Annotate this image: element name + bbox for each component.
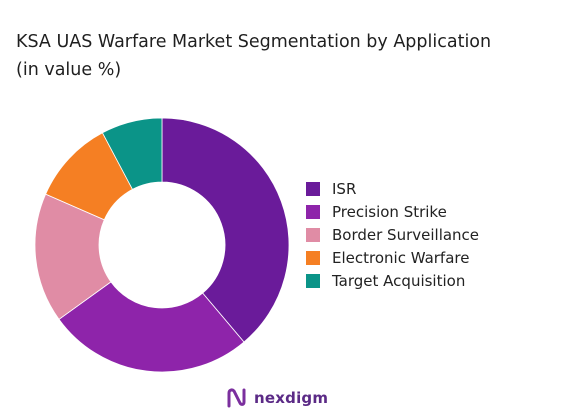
legend-label: ISR xyxy=(332,179,357,198)
legend-swatch xyxy=(306,181,320,196)
legend-label: Precision Strike xyxy=(332,202,447,221)
chart-title-block: KSA UAS Warfare Market Segmentation by A… xyxy=(16,28,566,84)
legend-label: Border Surveillance xyxy=(332,225,480,244)
nexdigm-logo-icon xyxy=(227,388,246,408)
legend-item-target-acquisition: Target Acquisition xyxy=(306,269,479,292)
legend-item-electronic-warfare: Electronic Warfare xyxy=(306,246,479,269)
donut-slice-precision-strike xyxy=(58,281,245,373)
legend-item-border-surveillance: Border Surveillance xyxy=(306,223,479,246)
donut-slice-border-surveillance xyxy=(34,193,112,320)
brand-name: nexdigm xyxy=(254,389,329,407)
legend-swatch xyxy=(306,250,320,265)
legend-label: Electronic Warfare xyxy=(332,248,470,267)
legend-swatch xyxy=(306,227,320,242)
donut-slice-isr xyxy=(161,117,290,343)
legend-item-isr: ISR xyxy=(306,177,479,200)
legend-item-precision-strike: Precision Strike xyxy=(306,200,479,223)
legend-swatch xyxy=(306,204,320,219)
donut-slice-target-acquisition xyxy=(101,117,163,190)
brand-footer: nexdigm xyxy=(226,385,328,411)
chart-legend: ISR Precision Strike Border Surveillance El… xyxy=(306,177,479,292)
chart-title: KSA UAS Warfare Market Segmentation by A… xyxy=(16,32,492,52)
chart-subtitle: (in value %) xyxy=(16,60,122,80)
legend-label: Target Acquisition xyxy=(332,271,466,290)
legend-swatch xyxy=(306,273,320,288)
